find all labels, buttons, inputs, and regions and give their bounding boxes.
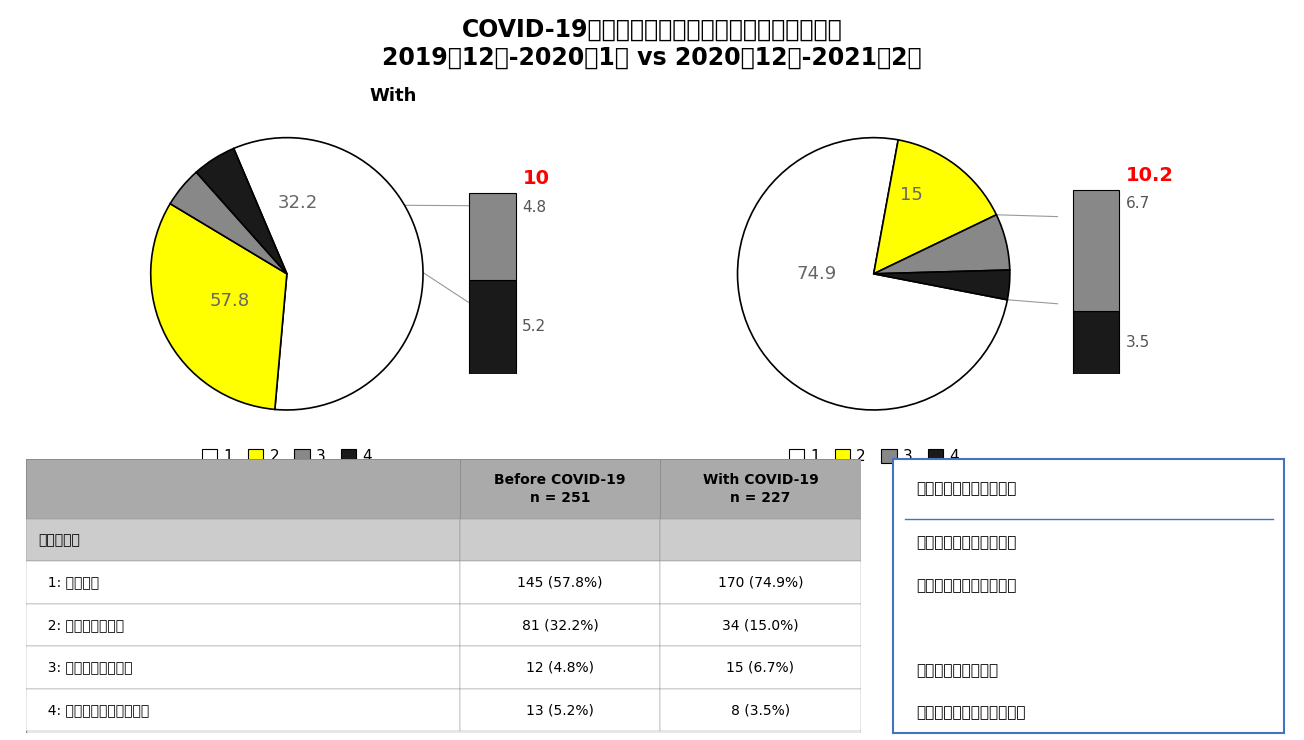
Text: 10: 10: [523, 169, 549, 188]
Bar: [26, 646, 460, 689]
Wedge shape: [738, 138, 1007, 410]
Text: 170 (74.9%): 170 (74.9%): [717, 576, 803, 590]
Bar: [460, 562, 660, 604]
Text: 15: 15: [900, 186, 923, 204]
Text: 改善される一群はいる。: 改善される一群はいる。: [917, 578, 1017, 593]
Text: 81 (32.2%): 81 (32.2%): [522, 618, 599, 632]
Wedge shape: [874, 140, 996, 274]
Wedge shape: [233, 138, 422, 410]
Text: 13 (5.2%): 13 (5.2%): [527, 703, 595, 717]
Bar: [26, 519, 460, 562]
Bar: [660, 646, 861, 689]
Text: 145 (57.8%): 145 (57.8%): [518, 576, 602, 590]
Bar: [469, 280, 515, 374]
Text: 環境変化（働き方等）で: 環境変化（働き方等）で: [917, 536, 1017, 551]
Text: 必要な選手も一定数いる。: 必要な選手も一定数いる。: [917, 705, 1026, 720]
Text: 32.2: 32.2: [278, 194, 318, 212]
Bar: [26, 689, 460, 731]
Bar: [460, 519, 660, 562]
Bar: [26, 562, 460, 604]
Text: 57.8: 57.8: [210, 292, 250, 310]
Text: 4.8: 4.8: [523, 200, 546, 215]
Text: 15 (6.7%): 15 (6.7%): [726, 661, 794, 675]
Wedge shape: [197, 149, 287, 274]
Text: 3: うつ・不安症疑い: 3: うつ・不安症疑い: [39, 661, 132, 675]
Bar: [26, 604, 460, 646]
Bar: [460, 646, 660, 689]
Text: With: With: [370, 87, 417, 104]
Wedge shape: [874, 215, 1009, 274]
Text: 8 (3.5%): 8 (3.5%): [732, 703, 790, 717]
Text: 12 (4.8%): 12 (4.8%): [527, 661, 595, 675]
Bar: [660, 519, 861, 562]
Bar: [469, 193, 515, 280]
Bar: [660, 689, 861, 731]
Text: 2: 心理的ストレス: 2: 心理的ストレス: [39, 618, 124, 632]
Text: 専門家による支援が: 専門家による支援が: [917, 663, 999, 678]
Bar: [460, 459, 660, 519]
Wedge shape: [170, 172, 287, 274]
Wedge shape: [874, 270, 1009, 300]
Bar: [460, 689, 660, 731]
Bar: [460, 604, 660, 646]
Text: With COVID-19
n = 227: With COVID-19 n = 227: [703, 473, 819, 505]
Text: 5.2: 5.2: [523, 319, 546, 334]
Legend: 1, 2, 3, 4: 1, 2, 3, 4: [782, 443, 965, 471]
Bar: [660, 604, 861, 646]
Text: Before COVID-19
n = 251: Before COVID-19 n = 251: [494, 473, 626, 505]
Bar: [26, 459, 460, 519]
Bar: [1073, 189, 1119, 311]
Text: 6.7: 6.7: [1127, 197, 1150, 212]
Text: 74.9: 74.9: [797, 265, 837, 283]
Text: 10.2: 10.2: [1127, 166, 1174, 184]
Text: この結果から言えること: この結果から言えること: [917, 481, 1017, 496]
Text: 3.5: 3.5: [1127, 334, 1150, 349]
Text: 1: 症状なし: 1: 症状なし: [39, 576, 99, 590]
Text: COVID-19前後のメンタルヘルス不調者の割合比較
2019年12月-2020年1月 vs 2020年12月-2021年2月: COVID-19前後のメンタルヘルス不調者の割合比較 2019年12月-2020…: [382, 18, 922, 70]
Wedge shape: [151, 204, 287, 409]
Text: 4: 重度うつ・不安症疑い: 4: 重度うつ・不安症疑い: [39, 703, 149, 717]
Bar: [1073, 311, 1119, 374]
Text: 34 (15.0%): 34 (15.0%): [722, 618, 799, 632]
Text: 症状の程度: 症状の程度: [39, 534, 81, 548]
Legend: 1, 2, 3, 4: 1, 2, 3, 4: [196, 443, 378, 471]
Bar: [660, 562, 861, 604]
Bar: [660, 459, 861, 519]
